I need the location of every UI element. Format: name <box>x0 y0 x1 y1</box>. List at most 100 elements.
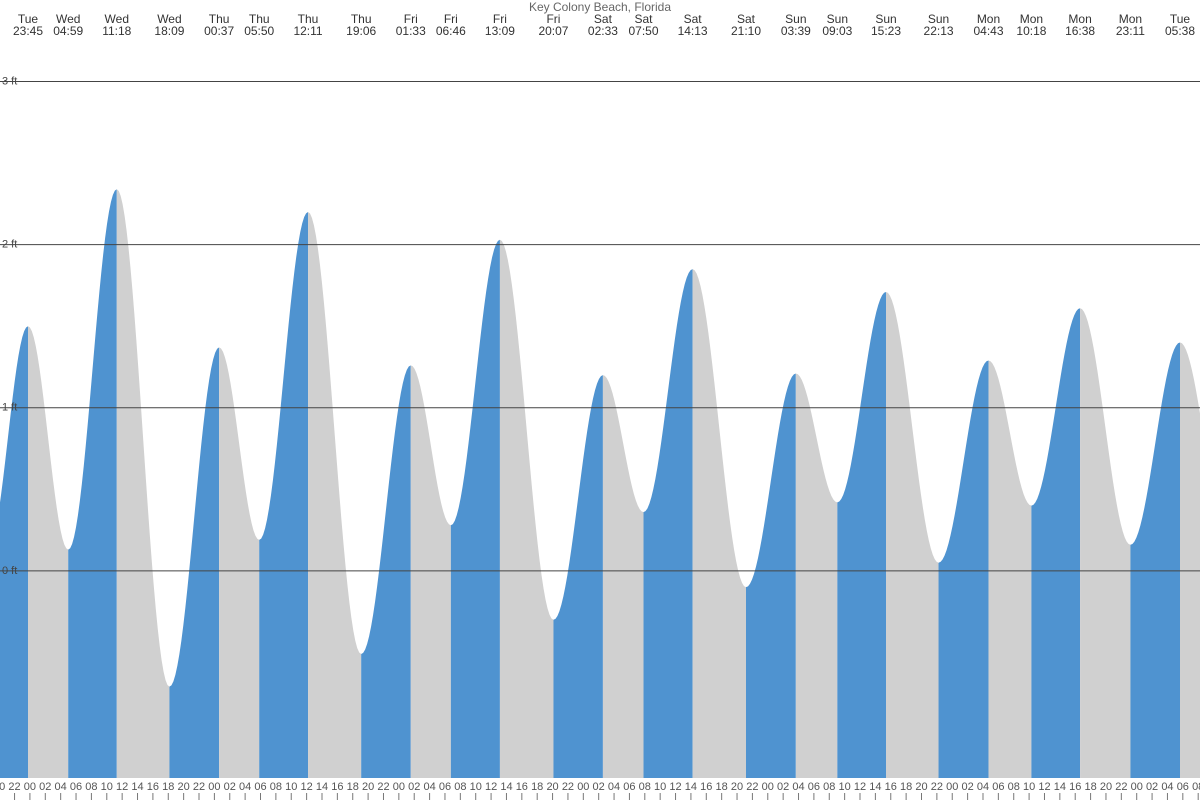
extreme-day: Tue <box>1170 12 1191 26</box>
chart-title: Key Colony Beach, Florida <box>529 0 671 14</box>
extreme-time: 04:59 <box>53 24 83 38</box>
hour-label: 04 <box>977 781 989 793</box>
hour-label: 20 <box>178 781 190 793</box>
extreme-day: Wed <box>157 12 181 26</box>
tide-segment <box>410 365 451 778</box>
tide-segment <box>1130 342 1180 778</box>
extreme-time: 01:33 <box>396 24 426 38</box>
hour-label: 12 <box>116 781 128 793</box>
hour-label: 22 <box>8 781 20 793</box>
tide-segment <box>795 373 838 778</box>
extreme-day: Fri <box>444 12 458 26</box>
hour-label: 08 <box>1008 781 1020 793</box>
tide-segment <box>746 373 796 778</box>
tide-segment <box>499 239 554 778</box>
tide-segment <box>259 212 309 778</box>
hour-label: 12 <box>1038 781 1050 793</box>
hour-label: 14 <box>316 781 328 793</box>
tide-segment <box>602 375 644 778</box>
extreme-day: Wed <box>56 12 80 26</box>
extreme-time: 15:23 <box>871 24 901 38</box>
hour-label: 18 <box>531 781 543 793</box>
hour-label: 16 <box>147 781 159 793</box>
hour-label: 10 <box>285 781 297 793</box>
extreme-time: 03:39 <box>781 24 811 38</box>
hour-label: 18 <box>162 781 174 793</box>
extreme-time: 04:43 <box>973 24 1003 38</box>
extreme-time: 13:09 <box>485 24 515 38</box>
hour-label: 04 <box>608 781 620 793</box>
tide-segment <box>361 365 411 778</box>
tide-edge <box>1180 342 1200 778</box>
hour-label: 02 <box>408 781 420 793</box>
extreme-time: 23:45 <box>13 24 43 38</box>
extreme-day: Sat <box>594 12 613 26</box>
hour-label: 08 <box>85 781 97 793</box>
tide-segment <box>68 189 117 778</box>
hour-label: 16 <box>1069 781 1081 793</box>
hour-label: 02 <box>961 781 973 793</box>
hour-label: 14 <box>869 781 881 793</box>
extreme-day: Sun <box>875 12 896 26</box>
hour-label: 10 <box>470 781 482 793</box>
hour-label: 10 <box>1023 781 1035 793</box>
hour-label: 20 <box>915 781 927 793</box>
hour-label: 00 <box>208 781 220 793</box>
extreme-day: Mon <box>977 12 1000 26</box>
hour-label: 00 <box>24 781 36 793</box>
hour-label: 14 <box>500 781 512 793</box>
hour-label: 18 <box>1084 781 1096 793</box>
tide-segment <box>116 189 170 778</box>
hour-label: 22 <box>931 781 943 793</box>
extreme-time: 21:10 <box>731 24 761 38</box>
extreme-time: 19:06 <box>346 24 376 38</box>
hour-label: 22 <box>1115 781 1127 793</box>
extreme-day: Sun <box>785 12 806 26</box>
hour-label: 08 <box>270 781 282 793</box>
extreme-day: Mon <box>1119 12 1142 26</box>
tide-area <box>0 189 1200 778</box>
extreme-time: 23:11 <box>1116 24 1145 38</box>
extreme-time: 09:03 <box>822 24 852 38</box>
hour-label: 20 <box>546 781 558 793</box>
extreme-time: 05:50 <box>244 24 274 38</box>
hour-label: 06 <box>439 781 451 793</box>
hour-label: 02 <box>39 781 51 793</box>
tide-segment <box>643 269 693 778</box>
hour-label: 14 <box>685 781 697 793</box>
extreme-time: 14:13 <box>678 24 708 38</box>
extreme-day: Sun <box>827 12 848 26</box>
hour-label: 08 <box>454 781 466 793</box>
hour-label: 06 <box>992 781 1004 793</box>
tide-segment <box>692 269 746 778</box>
extreme-time: 02:33 <box>588 24 618 38</box>
hour-label: 06 <box>808 781 820 793</box>
extreme-time: 18:09 <box>154 24 184 38</box>
hour-label: 08 <box>639 781 651 793</box>
hour-label: 14 <box>131 781 143 793</box>
extreme-day: Fri <box>404 12 418 26</box>
extreme-time: 00:37 <box>204 24 234 38</box>
hour-label: 20 <box>0 781 5 793</box>
hour-label: 04 <box>423 781 435 793</box>
hour-label: 20 <box>731 781 743 793</box>
hour-label: 18 <box>900 781 912 793</box>
hour-label: 16 <box>516 781 528 793</box>
tide-edge <box>0 326 28 778</box>
hour-label: 06 <box>1177 781 1189 793</box>
y-tick-label: 3 ft <box>2 75 17 87</box>
extreme-day: Fri <box>546 12 560 26</box>
hour-label: 06 <box>70 781 82 793</box>
grid <box>0 81 1200 572</box>
extreme-day: Thu <box>298 12 319 26</box>
extreme-time: 20:07 <box>538 24 568 38</box>
hour-label: 18 <box>716 781 728 793</box>
hour-label: 12 <box>485 781 497 793</box>
hour-label: 00 <box>762 781 774 793</box>
hour-label: 06 <box>623 781 635 793</box>
hour-label: 12 <box>669 781 681 793</box>
extreme-day: Tue <box>18 12 39 26</box>
hour-label: 00 <box>393 781 405 793</box>
hour-label: 16 <box>885 781 897 793</box>
tide-segment <box>886 291 939 778</box>
